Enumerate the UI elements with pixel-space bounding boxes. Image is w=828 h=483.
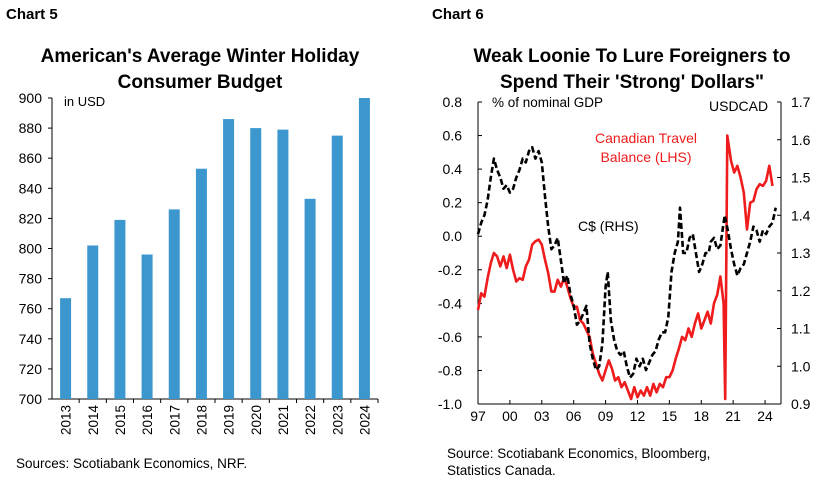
right-tick-label: 1.0 (791, 358, 811, 374)
left-tick-label: 0.4 (443, 161, 463, 177)
left-tick-label: 0.6 (443, 128, 463, 144)
x-tick-label-2022: 2022 (303, 405, 318, 435)
chart5-title-line2: Consumer Budget (117, 72, 283, 93)
x-tick-label-2017: 2017 (167, 405, 182, 435)
left-tick-label: 0.8 (443, 94, 463, 110)
right-tick-label: 1.6 (791, 132, 811, 148)
chart6-source-line2: Statistics Canada. (447, 463, 556, 478)
chart5-title: American's Average Winter Holiday Consum… (0, 44, 400, 96)
x-tick-label-03: 03 (534, 408, 550, 424)
x-tick-label-2016: 2016 (140, 405, 155, 435)
right-tick-label: 0.9 (791, 396, 811, 412)
y-tick-label: 840 (19, 180, 43, 196)
series-cad-line (476, 146, 777, 379)
y-tick-label: 820 (19, 210, 43, 226)
chart6-label: Chart 6 (432, 6, 484, 23)
chart5-source: Sources: Scotiabank Economics, NRF. (16, 456, 248, 471)
right-tick-label: 1.2 (791, 283, 811, 299)
y-tick-label: 780 (19, 271, 43, 287)
bar-2020 (250, 128, 262, 399)
unit-label: in USD (64, 94, 105, 109)
left-tick-label: 0.2 (443, 195, 463, 211)
x-tick-label-2023: 2023 (330, 405, 345, 435)
bar-2013 (60, 298, 72, 399)
bar-2024 (358, 98, 370, 399)
chart6-source: Source: Scotiabank Economics, Bloomberg,… (447, 445, 710, 479)
bar-2016 (141, 254, 153, 399)
chart6-title: Weak Loonie To Lure Foreigners to Spend … (440, 44, 824, 96)
chart6-title-line1: Weak Loonie To Lure Foreigners to (473, 46, 791, 67)
chart6-source-line1: Source: Scotiabank Economics, Bloomberg, (447, 446, 711, 461)
chart5-title-line1: American's Average Winter Holiday (40, 46, 360, 67)
x-tick-label-2019: 2019 (222, 405, 237, 435)
y-tick-label: 740 (19, 331, 43, 347)
left-tick-label: 0.0 (443, 228, 463, 244)
y-tick-label: 720 (19, 361, 43, 377)
bar-2018 (195, 168, 207, 399)
x-tick-label-2024: 2024 (357, 405, 372, 436)
right-tick-label: 1.7 (791, 94, 811, 110)
bar-2019 (223, 119, 235, 399)
x-tick-label-21: 21 (725, 408, 741, 424)
right-tick-label: 1.1 (791, 321, 811, 337)
left-tick-label: -0.8 (438, 362, 462, 378)
y-tick-label: 700 (19, 391, 43, 407)
right-tick-label: 1.3 (791, 245, 811, 261)
series-travel-balance-line (476, 134, 774, 401)
bar-2023 (331, 135, 343, 399)
x-tick-label-06: 06 (566, 408, 582, 424)
travel-balance-label-line1: Canadian Travel (595, 130, 697, 146)
left-tick-label: -0.4 (438, 295, 462, 311)
x-tick-label-12: 12 (630, 408, 646, 424)
right-axis-label: USDCAD (709, 98, 768, 114)
x-tick-label-2013: 2013 (59, 405, 74, 435)
left-tick-label: -0.6 (438, 329, 462, 345)
bar-2022 (304, 198, 316, 399)
x-tick-label-2020: 2020 (249, 405, 264, 435)
chart5-label: Chart 5 (6, 6, 58, 23)
left-tick-label: -0.2 (438, 262, 462, 278)
x-tick-label-18: 18 (693, 408, 709, 424)
right-tick-label: 1.4 (791, 207, 811, 223)
y-tick-label: 760 (19, 301, 43, 317)
y-tick-label: 860 (19, 150, 43, 166)
travel-balance-label-line2: Balance (LHS) (600, 149, 691, 165)
x-tick-label-24: 24 (757, 408, 773, 424)
bar-2021 (277, 129, 289, 400)
bar-2015 (114, 219, 126, 399)
x-tick-label-15: 15 (662, 408, 678, 424)
left-tick-label: -1.0 (438, 396, 462, 412)
left-axis-label: % of nominal GDP (492, 95, 603, 110)
x-tick-label-2021: 2021 (276, 405, 291, 435)
right-tick-label: 1.5 (791, 170, 811, 186)
chart5-bar-chart: 700 720 740 760 780 800 820 840 860 880 900 in USD 2… (19, 90, 379, 436)
x-tick-label-2014: 2014 (86, 405, 101, 436)
cad-label: C$ (RHS) (578, 218, 639, 234)
x-tick-label-09: 09 (598, 408, 614, 424)
x-tick-label-00: 00 (502, 408, 518, 424)
x-tick-label-2018: 2018 (194, 405, 209, 435)
y-tick-label: 800 (19, 241, 43, 257)
chart6-title-line2: Spend Their 'Strong' Dollars" (499, 72, 764, 93)
x-tick-label-2015: 2015 (113, 405, 128, 435)
bar-2017 (168, 209, 180, 399)
y-tick-label: 880 (19, 120, 43, 136)
x-tick-label-97: 97 (470, 408, 486, 424)
y-tick-label: 900 (19, 90, 43, 106)
bar-2014 (87, 245, 99, 399)
